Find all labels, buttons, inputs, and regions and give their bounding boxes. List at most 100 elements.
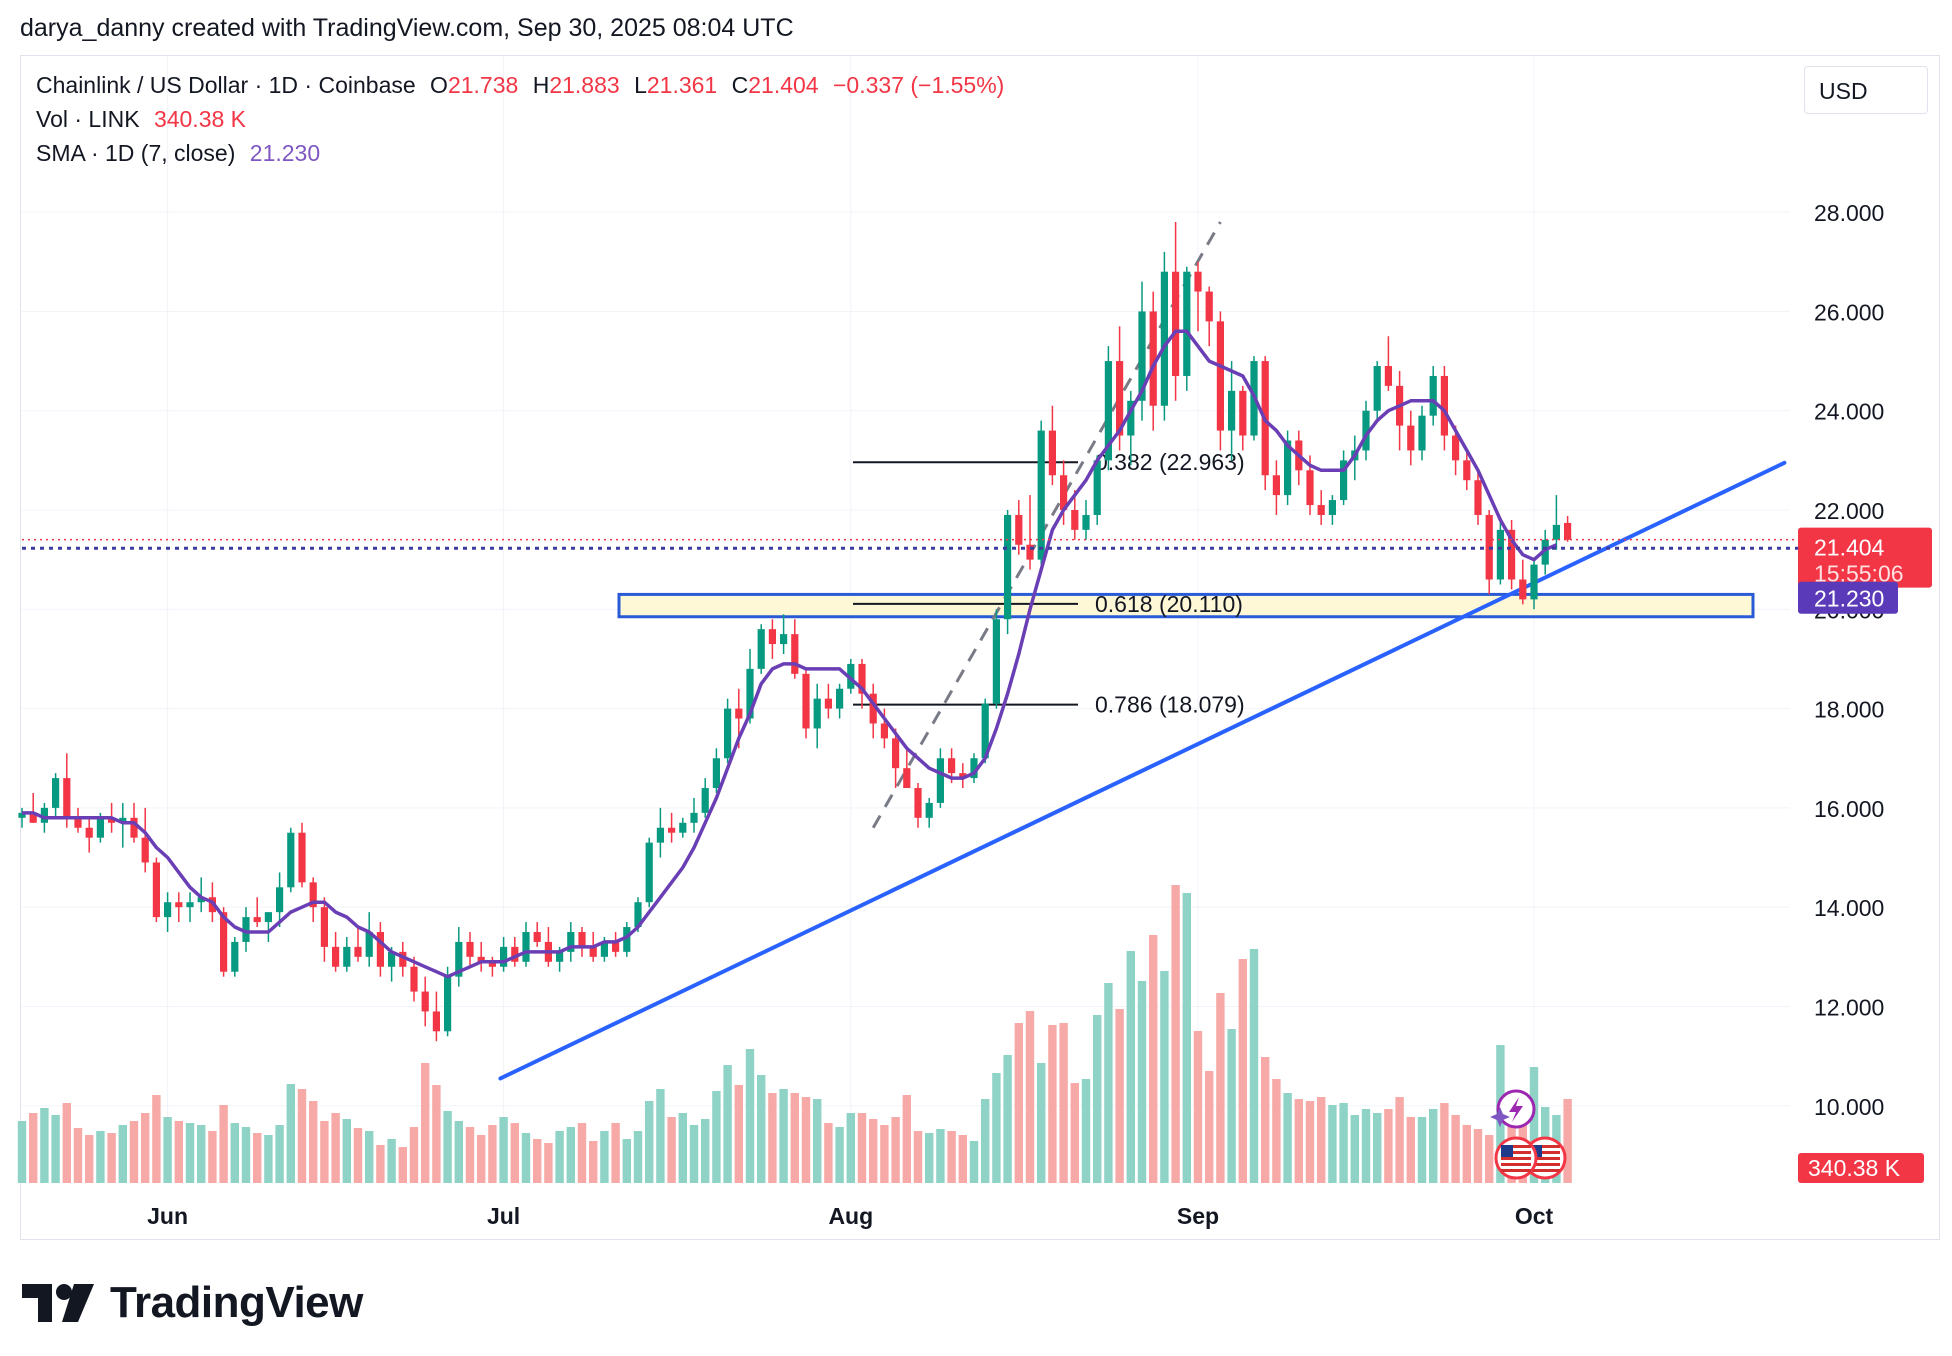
candle: [399, 941, 407, 977]
candle-body: [600, 941, 608, 957]
volume-bar: [309, 1101, 318, 1183]
candle: [567, 922, 575, 962]
candle-body: [276, 887, 284, 913]
candle-body: [1530, 564, 1538, 600]
volume-bar: [1059, 1023, 1068, 1183]
volume-bar: [1384, 1109, 1393, 1183]
volume-bar: [1261, 1057, 1270, 1183]
candle-body: [298, 832, 306, 883]
fib-level-label: 0.382 (22.963): [1095, 449, 1245, 475]
candle: [802, 668, 810, 739]
candle-body: [668, 827, 676, 833]
currency-button[interactable]: USD: [1804, 66, 1928, 114]
candle-body: [522, 932, 530, 962]
volume-bar: [600, 1131, 609, 1183]
candle-body: [1037, 430, 1045, 560]
candle-body: [824, 698, 832, 709]
fib-level-label: 0.786 (18.079): [1095, 692, 1245, 718]
volume-bar: [40, 1108, 49, 1183]
volume-bar: [992, 1073, 1001, 1183]
candle-body: [365, 932, 373, 957]
us-flag-stripe: [1501, 1151, 1531, 1154]
price-tick-label: 16.000: [1814, 796, 1884, 822]
volume-bar: [689, 1125, 699, 1183]
volume-bar: [29, 1113, 38, 1183]
volume-bar: [174, 1121, 183, 1183]
candle-body: [970, 758, 978, 779]
candle-body: [623, 927, 631, 952]
volume-bar: [85, 1135, 94, 1183]
candle-body: [175, 902, 183, 908]
volume-bar: [824, 1123, 833, 1183]
volume-bar: [1081, 1079, 1091, 1183]
volume-bar: [1462, 1125, 1471, 1183]
volume-bar: [264, 1135, 273, 1183]
legend-volume-row: Vol · LINK 340.38 K: [36, 106, 246, 133]
volume-bar: [1361, 1109, 1371, 1183]
volume-bar: [936, 1129, 945, 1183]
candlesticks: [18, 222, 1572, 1042]
candle-body: [220, 912, 228, 972]
volume-bar: [1025, 1011, 1035, 1183]
volume-bar: [1048, 1025, 1057, 1183]
candle: [824, 683, 832, 719]
candle-body: [1429, 375, 1437, 416]
candle: [376, 922, 384, 977]
candle-body: [948, 758, 956, 774]
candle: [276, 872, 284, 928]
candle: [936, 748, 944, 808]
candle: [847, 658, 855, 694]
sma-badge-value: 21.230: [1814, 586, 1884, 612]
volume-bar: [1294, 1099, 1303, 1183]
candle-body: [1093, 460, 1101, 515]
candle-body: [399, 951, 407, 967]
legend-open-label: O: [430, 72, 448, 98]
candle: [1071, 490, 1079, 540]
candle-body: [1127, 400, 1135, 436]
volume-bar: [62, 1103, 71, 1183]
candle-body: [757, 629, 765, 669]
volume-bar: [73, 1128, 83, 1183]
candle-body: [85, 827, 93, 838]
volume-bar: [454, 1121, 463, 1183]
legend-volume-value: 340.38 K: [153, 106, 247, 132]
candle-body: [1284, 440, 1292, 496]
legend-close-label: C: [731, 72, 749, 98]
candle: [869, 683, 877, 739]
candle-body: [981, 703, 989, 759]
candle-body: [1340, 460, 1348, 501]
candle-body: [1015, 514, 1023, 545]
tradingview-logo: TradingView: [22, 1278, 363, 1328]
candle-body: [40, 807, 48, 823]
candle-body: [320, 907, 328, 947]
candle-body: [1373, 366, 1381, 411]
candle: [119, 802, 127, 848]
candle-body: [74, 817, 82, 828]
candle-body: [1272, 475, 1280, 496]
time-tick-label: Aug: [828, 1203, 873, 1229]
us-flag-stripe: [1530, 1169, 1560, 1172]
candle-body: [253, 917, 261, 923]
candle-body: [1104, 361, 1112, 461]
support-zone-box: [617, 592, 1755, 619]
candle-body: [1496, 529, 1504, 580]
candle: [612, 932, 620, 957]
candle: [1519, 559, 1527, 605]
candle-body: [1328, 500, 1336, 515]
candle-body: [488, 961, 496, 967]
candle-body: [343, 946, 351, 967]
price-tick-label: 24.000: [1814, 399, 1884, 425]
volume-bar: [857, 1113, 867, 1183]
candle: [1328, 495, 1336, 525]
volume-bar: [488, 1125, 497, 1183]
candle-body: [388, 951, 396, 967]
candle-body: [477, 956, 485, 962]
candle-body: [556, 951, 564, 962]
candle: [1093, 455, 1101, 525]
candle: [1407, 410, 1415, 466]
us-flag-stripe: [1501, 1157, 1531, 1160]
price-chart[interactable]: 0.382 (22.963) 0.618 (20.110) 0.786 (18.07…: [0, 0, 1952, 1260]
chart-panel[interactable]: [20, 55, 1940, 1240]
candle: [1440, 366, 1448, 451]
candle: [18, 807, 26, 828]
